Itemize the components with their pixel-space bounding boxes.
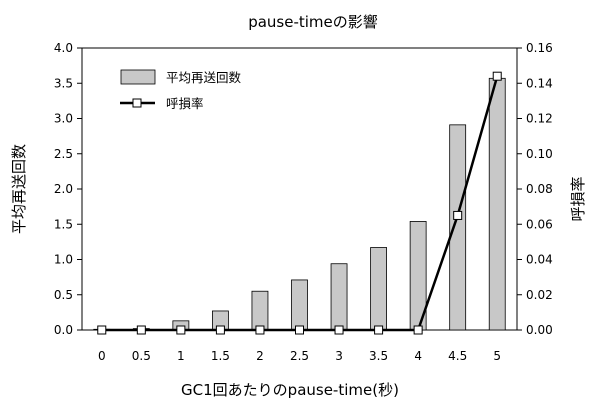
x-axis-label: GC1回あたりのpause-time(秒) [181, 381, 399, 399]
left-tick-label: 2.5 [54, 147, 73, 161]
right-tick-label: 0.16 [526, 41, 553, 55]
chart-title: pause-timeの影響 [248, 13, 378, 31]
legend-bar-label: 平均再送回数 [166, 70, 242, 85]
bar [251, 290, 269, 331]
right-tick-label: 0.14 [526, 76, 553, 90]
left-tick-label: 4.0 [54, 41, 73, 55]
line-point [295, 325, 304, 335]
legend-line-label: 呼損率 [166, 96, 204, 111]
legend-line-marker [132, 98, 142, 108]
right-tick-label: 0.12 [526, 112, 553, 126]
left-tick-label: 1.5 [54, 217, 73, 231]
left-y-axis: 0.0 0.5 1.0 1.5 2.0 2.5 3.0 3.5 4.0 [54, 41, 82, 337]
right-tick-label: 0.10 [526, 147, 553, 161]
line-point [176, 325, 186, 335]
left-tick-label: 1.0 [54, 253, 73, 267]
x-tick-label: 4 [414, 349, 422, 363]
left-tick-label: 0.5 [54, 288, 73, 302]
bar [330, 263, 348, 331]
x-tick-label: 2 [256, 349, 264, 363]
x-tick-label: 4.5 [448, 349, 467, 363]
right-y-axis: 0.00 0.02 0.04 0.06 0.08 0.10 0.12 0.14 0.16 [517, 41, 553, 337]
x-tick-label: 3.5 [369, 349, 388, 363]
x-tick-label: 0 [98, 349, 106, 363]
x-tick-label: 1 [177, 349, 185, 363]
x-tick-label: 2.5 [290, 349, 309, 363]
line-point [374, 325, 384, 335]
x-tick-label: 5 [493, 349, 501, 363]
bar [370, 247, 387, 331]
bar [291, 279, 308, 331]
right-y-axis-label: 呼損率 [569, 176, 587, 221]
left-tick-label: 3.5 [54, 76, 73, 90]
legend: 平均再送回数 呼損率 [113, 62, 289, 124]
bar [449, 124, 467, 331]
bar [488, 77, 506, 331]
right-tick-label: 0.00 [526, 323, 553, 337]
line-point [453, 210, 463, 220]
x-tick-label: 0.5 [132, 349, 151, 363]
line-point [215, 325, 225, 335]
right-tick-label: 0.02 [526, 288, 553, 302]
line-point [97, 325, 107, 335]
left-tick-label: 0.0 [54, 323, 73, 337]
x-tick-label: 3 [335, 349, 343, 363]
bar-series [93, 77, 506, 331]
line-point [413, 325, 423, 335]
left-tick-label: 3.0 [54, 112, 73, 126]
x-axis: 0 0.5 1 1.5 2 2.5 3 3.5 4 4.5 5 [98, 349, 501, 363]
left-y-axis-label: 平均再送回数 [10, 144, 28, 234]
right-tick-label: 0.06 [526, 217, 553, 231]
line-point [136, 325, 146, 335]
line-point [334, 325, 344, 335]
line-series [97, 71, 502, 335]
line-point [255, 325, 265, 335]
x-tick-label: 1.5 [211, 349, 230, 363]
right-tick-label: 0.04 [526, 253, 553, 267]
left-tick-label: 2.0 [54, 182, 73, 196]
line-point [492, 71, 502, 81]
legend-bar-swatch [120, 69, 156, 85]
right-tick-label: 0.08 [526, 182, 553, 196]
